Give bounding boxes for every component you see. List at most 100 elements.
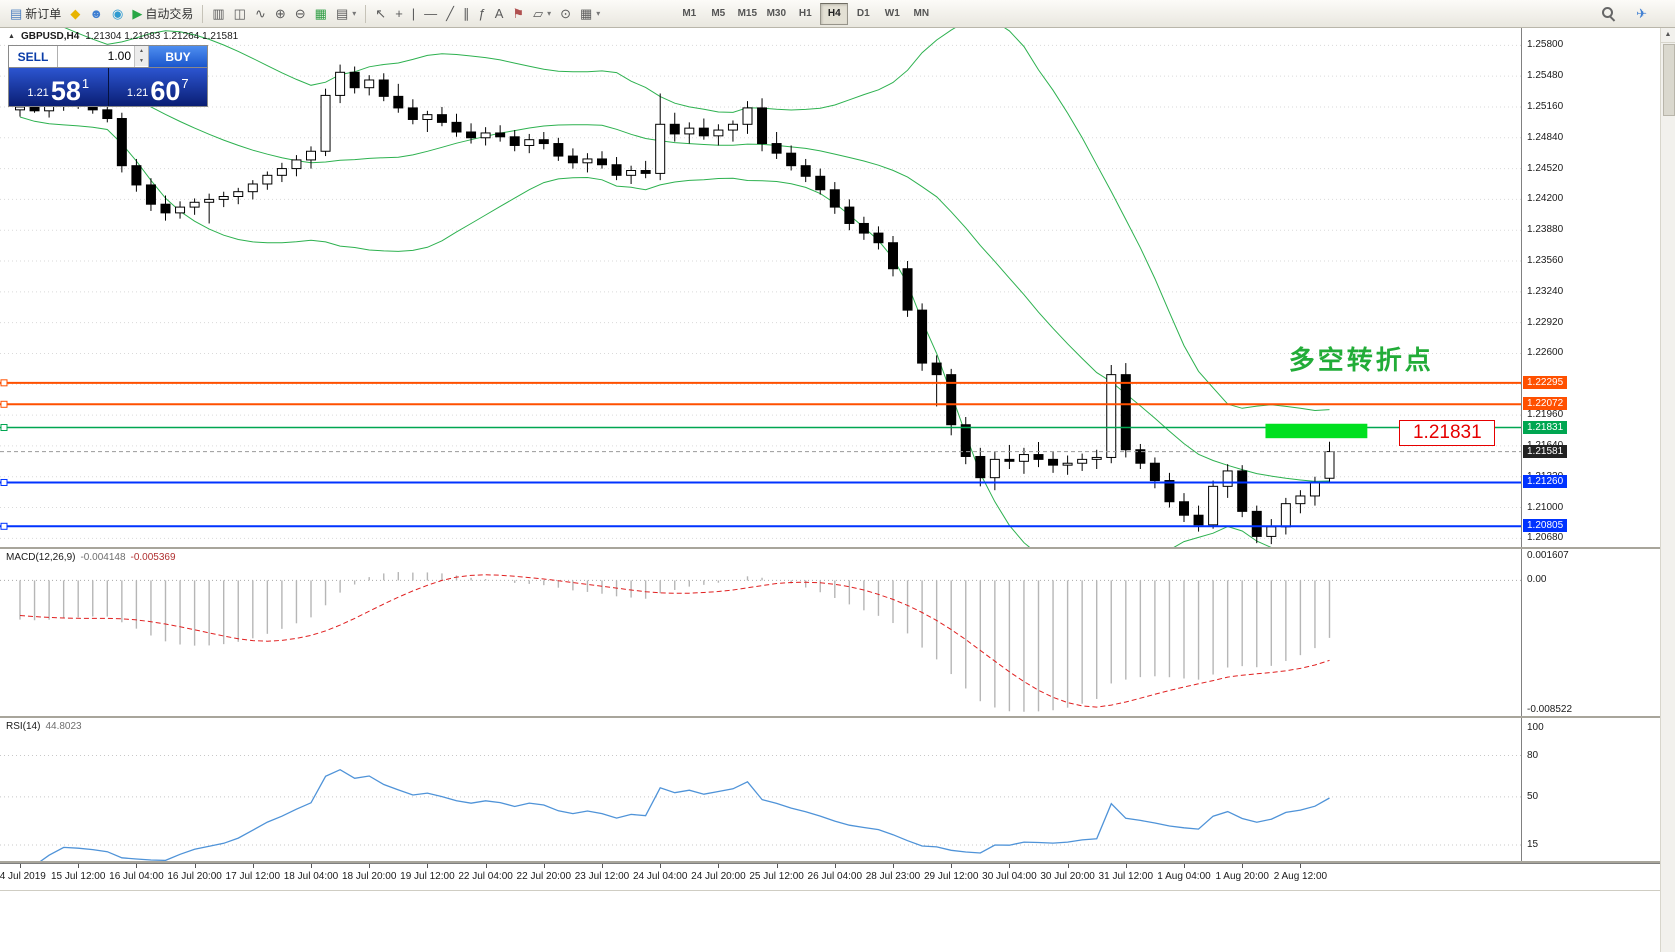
timeframe-h4-button[interactable]: H4 <box>820 2 849 25</box>
grid-periods-icon: ▦ <box>579 6 593 21</box>
trade-controls-row: SELL 1.00 ▲ ▼ BUY <box>9 46 207 68</box>
hline-handle[interactable] <box>0 379 8 387</box>
buy-price-prefix: 1.21 <box>126 87 149 99</box>
ohlc-values: 1.21304 1.21683 1.21264 1.21581 <box>85 31 239 42</box>
timeframe-d1-button[interactable]: D1 <box>856 8 870 19</box>
panel-separator[interactable] <box>0 861 1660 863</box>
level-price-tag: 1.22295 <box>1523 375 1568 389</box>
time-axis[interactable]: 14 Jul 2019 15 Jul 12:0016 Jul 04:0016 Ju… <box>0 863 1660 891</box>
new-order-button[interactable]: ▤ 新订单 <box>6 3 65 25</box>
macd-plot[interactable] <box>0 549 1521 716</box>
main-chart-plot[interactable] <box>0 28 1521 547</box>
chart-annotation-text[interactable]: 多空转折点 <box>1288 344 1434 375</box>
candle-body <box>1324 451 1335 479</box>
candle-body <box>320 94 331 152</box>
search-icon <box>1601 6 1616 21</box>
sell-button[interactable]: SELL <box>9 46 58 67</box>
candle-body <box>611 164 622 176</box>
macd-axis[interactable]: 0.001607 0.00 -0.008522 <box>1521 549 1660 716</box>
timeframe-w1-button[interactable]: W1 <box>884 8 900 19</box>
vertical-line-button[interactable]: | <box>408 3 419 25</box>
timeframe-m1-button[interactable]: M1 <box>682 8 697 19</box>
candle-body <box>771 143 782 154</box>
arrow-label-button[interactable]: ⚑ <box>508 3 528 25</box>
timeframe-m30-button[interactable]: M30 <box>766 8 787 19</box>
timeframe-mn-button[interactable]: MN <box>913 8 930 19</box>
autotrade-button[interactable]: ▶ 自动交易 <box>128 3 197 25</box>
send-button[interactable]: ✈ <box>1632 3 1651 25</box>
macd-name: MACD(12,26,9) <box>6 552 76 563</box>
shapes-button[interactable]: ▱ ▾ <box>529 3 555 25</box>
text-button[interactable]: A <box>491 3 508 25</box>
time-label: 26 Jul 04:00 <box>807 871 863 882</box>
highlight-rectangle[interactable] <box>1265 423 1368 439</box>
grid-periods-button[interactable]: ▦ ▾ <box>576 3 604 25</box>
timeframe-m15-button[interactable]: M15 <box>737 8 758 19</box>
bar-chart-button[interactable]: ▥ <box>208 3 228 25</box>
metaeditor-button[interactable]: ◆ <box>66 3 84 25</box>
zoom-in-button[interactable]: ⊕ <box>271 3 290 25</box>
time-tick <box>1184 864 1185 868</box>
clock-button[interactable]: ⊙ <box>556 3 575 25</box>
hline-handle[interactable] <box>0 424 8 432</box>
hline-handle[interactable] <box>0 400 8 408</box>
volume-field[interactable]: 1.00 ▲ ▼ <box>58 46 149 67</box>
scrollbar-thumb[interactable] <box>1663 44 1675 116</box>
candle-body <box>829 189 840 208</box>
candlestick-chart-button[interactable]: ◫ <box>230 3 250 25</box>
market-button[interactable]: ☻ <box>85 3 107 25</box>
price-axis[interactable]: 1.25800 1.25480 1.25160 1.24840 1.24520 1.242… <box>1521 28 1660 547</box>
vertical-scrollbar[interactable]: ▲ <box>1660 28 1675 952</box>
time-tick <box>194 864 196 868</box>
rsi-axis[interactable]: 100 80 50 15 <box>1521 718 1660 861</box>
tile-windows-button[interactable]: ▦ <box>311 3 331 25</box>
time-tick <box>543 864 545 868</box>
scroll-up-icon[interactable]: ▲ <box>1661 28 1675 43</box>
candle-body <box>160 203 171 214</box>
indicators-button[interactable]: ▤ ▾ <box>332 3 360 25</box>
candle-body <box>524 139 535 146</box>
horizontal-line-button[interactable]: — <box>420 3 441 25</box>
volume-spinner[interactable]: ▲ ▼ <box>134 46 148 67</box>
community-button[interactable]: ◉ <box>108 3 127 25</box>
buy-price-big: 60 <box>150 75 181 106</box>
buy-button[interactable]: BUY <box>149 46 207 67</box>
time-label: 17 Jul 12:00 <box>225 871 281 882</box>
volume-value[interactable]: 1.00 <box>107 49 131 63</box>
rsi-plot[interactable] <box>0 718 1521 861</box>
community-icon: ◉ <box>112 6 124 21</box>
cursor-button[interactable]: ↖ <box>371 3 390 25</box>
timeframe-toolbar: M1 M5 M15 M30 H1 H4 D1 W1 MN <box>675 2 935 25</box>
timeframe-m5-button[interactable]: M5 <box>711 8 726 19</box>
indicators-icon: ▤ <box>335 6 349 21</box>
candle-body <box>698 127 709 137</box>
equidistant-channel-button[interactable]: ∥ <box>459 3 474 25</box>
bollinger-lower-band <box>19 116 1272 547</box>
hline-handle[interactable] <box>0 522 8 530</box>
autotrade-label: 自动交易 <box>145 7 194 21</box>
fibonacci-button[interactable]: ƒ <box>475 3 490 25</box>
spin-down-icon[interactable]: ▼ <box>135 56 148 66</box>
panel-separator[interactable] <box>0 547 1660 549</box>
spin-up-icon[interactable]: ▲ <box>135 46 148 56</box>
candle-body <box>931 362 942 376</box>
search-button[interactable] <box>1597 3 1620 25</box>
candle-body <box>175 206 186 214</box>
axis-tick-label: -0.008522 <box>1527 703 1573 715</box>
buy-price-button[interactable]: 1.21 60 7 <box>109 68 208 106</box>
hline-handle[interactable] <box>0 478 8 486</box>
line-chart-button[interactable]: ∿ <box>251 3 270 25</box>
axis-tick-label: 0.001607 <box>1527 549 1569 561</box>
sell-price-button[interactable]: 1.21 58 1 <box>9 68 109 106</box>
timeframe-h1-button[interactable]: H1 <box>798 8 812 19</box>
trendline-button[interactable]: ╱ <box>442 3 458 25</box>
crosshair-button[interactable]: + <box>391 3 407 25</box>
axis-tick-label: 1.21000 <box>1527 501 1564 513</box>
time-tick <box>20 864 21 868</box>
zoom-out-button[interactable]: ⊖ <box>291 3 310 25</box>
one-click-collapse-icon[interactable]: ▲ <box>8 33 15 40</box>
time-tick <box>1242 864 1244 868</box>
candle-body <box>1193 514 1204 526</box>
price-callout-label[interactable]: 1.21831 <box>1399 420 1496 447</box>
panel-separator[interactable] <box>0 716 1660 718</box>
